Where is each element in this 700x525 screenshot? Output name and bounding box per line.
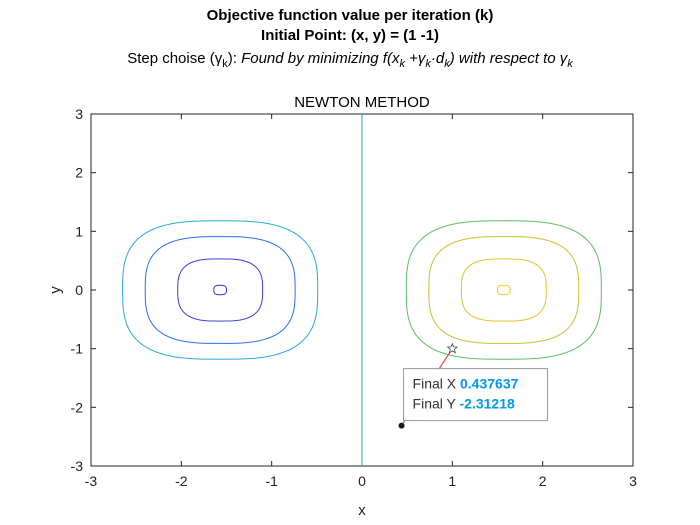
contour-line: [496, 284, 511, 296]
subscript-k: k: [444, 58, 450, 70]
x-axis-label: x: [358, 502, 366, 519]
y-axis-label: y: [47, 286, 64, 294]
dot-d-text: ·d: [430, 50, 445, 67]
datatip-x-value: 0.437637: [460, 376, 519, 392]
y-tick-label: 2: [75, 165, 83, 181]
wrt-text: ) with respect to: [449, 50, 560, 67]
contour-line: [213, 284, 228, 296]
y-tick-label: -1: [71, 341, 84, 357]
step-description: Found by minimizing f(xk +γk·dk) with re…: [241, 50, 573, 70]
x-tick-label: -3: [85, 473, 98, 489]
contour-line: [428, 236, 580, 344]
contour-line: [177, 258, 264, 322]
gamma-symbol: γ: [417, 50, 426, 67]
contour-line: [122, 220, 319, 360]
step-prefix: Step choise (: [127, 50, 215, 67]
initial-point-title: Initial Point: (x, y) = (1 -1): [261, 27, 439, 44]
x-tick-label: 0: [358, 473, 366, 489]
plus-text: +: [404, 50, 418, 67]
x-tick-label: 3: [629, 473, 637, 489]
subscript-k: k: [425, 58, 431, 70]
x-tick-label: -1: [265, 473, 278, 489]
figure-titles: Objective function value per iteration (…: [0, 0, 700, 75]
datatip-y-value: -2.31218: [460, 396, 515, 412]
x-tick-label: 2: [539, 473, 547, 489]
subscript-k: k: [567, 58, 573, 70]
contour-line: [144, 236, 296, 344]
gamma-symbol: γ: [559, 50, 568, 67]
x-tick-label: 1: [448, 473, 456, 489]
y-tick-label: 0: [75, 282, 83, 298]
found-text: Found by minimizing f(x: [241, 50, 400, 67]
y-tick-label: 1: [75, 223, 83, 239]
datatip-box: [403, 368, 549, 422]
plot-title: NEWTON METHOD: [294, 94, 430, 111]
subscript-k: k: [399, 58, 405, 70]
y-tick-label: -3: [71, 458, 84, 474]
start-point-marker: [446, 342, 459, 354]
y-tick-label: -2: [71, 399, 84, 415]
datatip-x-row: Final X 0.437637: [413, 376, 519, 392]
x-tick-label: -2: [175, 473, 188, 489]
datatip-y-label: Final Y: [413, 396, 460, 412]
y-tick-label: 3: [75, 106, 83, 122]
step-choice-title: Step choise (γk): Found by minimizing f(…: [0, 48, 700, 75]
datatip-y-row: Final Y -2.31218: [413, 396, 515, 412]
final-point-marker[interactable]: [398, 422, 405, 429]
gamma-symbol: γ: [214, 50, 223, 67]
figure-title: Objective function value per iteration (…: [206, 7, 494, 24]
contour-line: [405, 220, 602, 360]
step-mid: ):: [227, 50, 242, 67]
subscript-k: k: [222, 58, 228, 70]
contour-line: [460, 258, 547, 322]
datatip-x-label: Final X: [413, 376, 460, 392]
